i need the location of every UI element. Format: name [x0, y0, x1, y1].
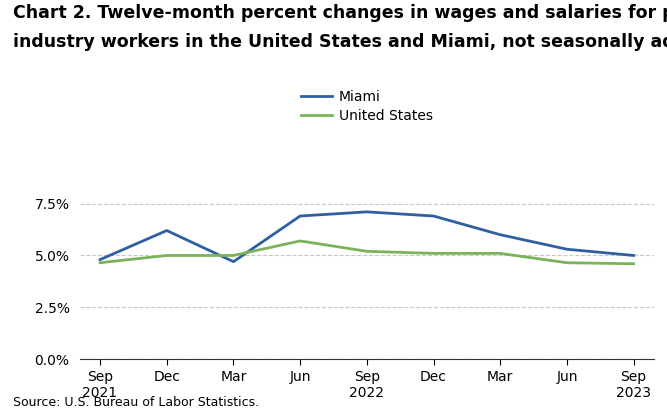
United States	[296, 238, 304, 243]
United States	[430, 251, 438, 256]
Miami	[563, 247, 571, 252]
Miami	[496, 232, 504, 237]
United States	[163, 253, 171, 258]
United States	[363, 249, 371, 254]
Miami	[430, 214, 438, 218]
Miami	[96, 257, 104, 262]
Line: United States: United States	[100, 241, 634, 264]
Miami	[229, 259, 237, 264]
Text: industry workers in the United States and Miami, not seasonally adjusted: industry workers in the United States an…	[13, 33, 667, 51]
Line: Miami: Miami	[100, 212, 634, 262]
Text: Source: U.S. Bureau of Labor Statistics.: Source: U.S. Bureau of Labor Statistics.	[13, 396, 259, 409]
Miami	[296, 214, 304, 218]
United States	[229, 253, 237, 258]
United States	[496, 251, 504, 256]
United States	[563, 260, 571, 265]
Miami	[630, 253, 638, 258]
United States	[96, 260, 104, 265]
Miami	[163, 228, 171, 233]
Text: Chart 2. Twelve-month percent changes in wages and salaries for private: Chart 2. Twelve-month percent changes in…	[13, 4, 667, 22]
Miami	[363, 209, 371, 214]
United States	[630, 261, 638, 266]
Legend: Miami, United States: Miami, United States	[301, 90, 433, 123]
